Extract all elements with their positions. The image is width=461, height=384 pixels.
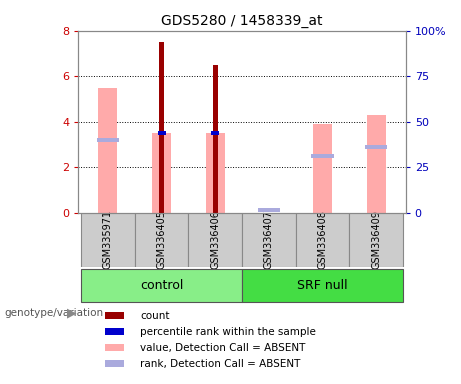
Bar [159,42,164,213]
FancyBboxPatch shape [135,213,189,267]
Text: ▶: ▶ [67,306,77,319]
Bar [213,65,218,213]
Bar [105,360,124,367]
Text: percentile rank within the sample: percentile rank within the sample [140,326,316,336]
Text: GSM336406: GSM336406 [210,210,220,269]
Bar [367,115,385,213]
FancyBboxPatch shape [242,269,403,302]
Text: value, Detection Call = ABSENT: value, Detection Call = ABSENT [140,343,305,353]
Bar [258,208,280,212]
Bar [99,88,117,213]
Bar [311,154,334,158]
Bar [105,328,124,335]
FancyBboxPatch shape [189,213,242,267]
FancyBboxPatch shape [296,213,349,267]
Text: control: control [140,279,183,292]
Bar [97,138,119,142]
Bar [105,344,124,351]
Bar [365,145,387,149]
Bar [211,131,219,135]
FancyBboxPatch shape [349,213,403,267]
Bar [152,133,171,213]
Text: GSM335971: GSM335971 [103,210,113,270]
Text: count: count [140,311,169,321]
Bar [206,133,225,213]
Title: GDS5280 / 1458339_at: GDS5280 / 1458339_at [161,14,323,28]
Bar [313,124,332,213]
Text: GSM336408: GSM336408 [318,210,327,269]
Text: genotype/variation: genotype/variation [5,308,104,318]
Text: rank, Detection Call = ABSENT: rank, Detection Call = ABSENT [140,359,300,369]
FancyBboxPatch shape [81,269,242,302]
Bar [158,131,165,135]
Text: SRF null: SRF null [297,279,348,292]
Text: GSM336409: GSM336409 [371,210,381,269]
FancyBboxPatch shape [242,213,296,267]
Text: GSM336407: GSM336407 [264,210,274,270]
FancyBboxPatch shape [81,213,135,267]
Text: GSM336405: GSM336405 [157,210,166,270]
Bar [105,312,124,319]
